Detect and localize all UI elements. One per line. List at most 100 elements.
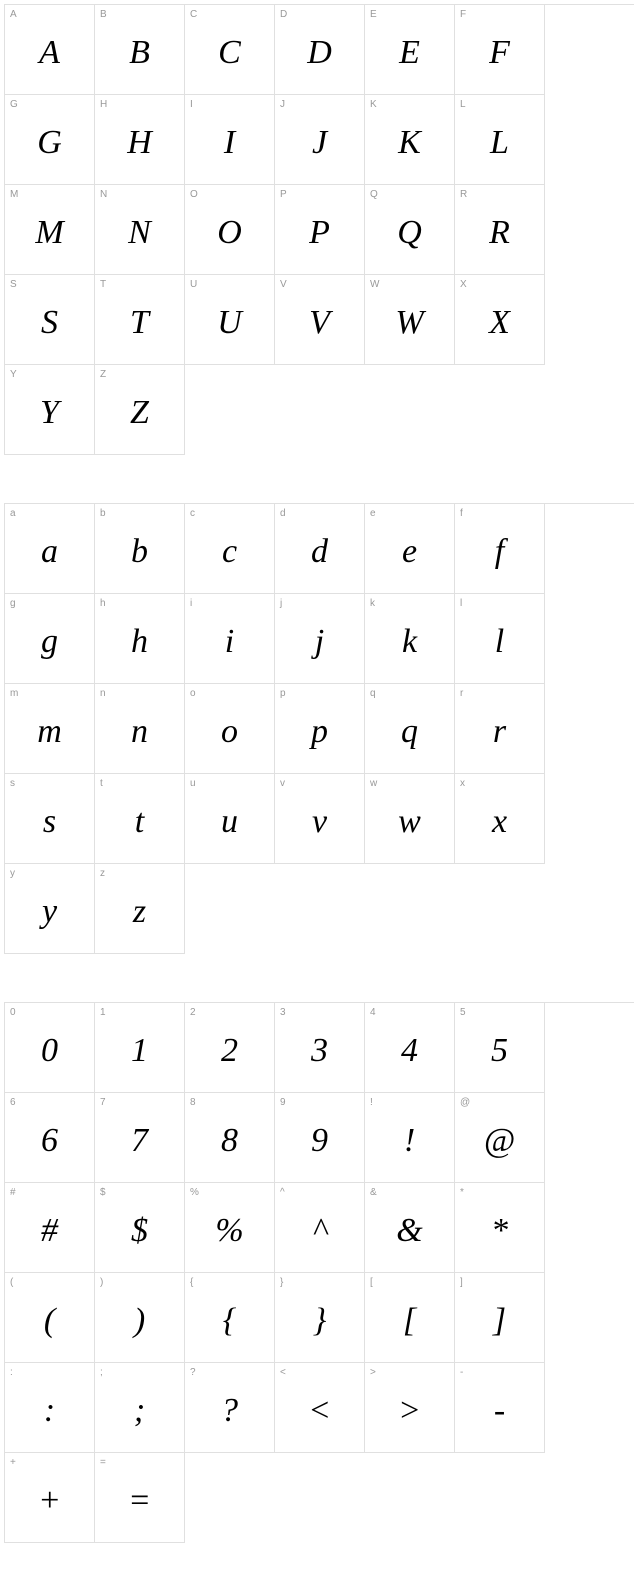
glyph-cell: AA <box>5 5 95 95</box>
glyph-grid: aabbccddeeffgghhiijjkkllmmnnooppqqrrsstt… <box>4 503 634 954</box>
glyph-grid: AABBCCDDEEFFGGHHIIJJKKLLMMNNOOPPQQRRSSTT… <box>4 4 634 455</box>
glyph-label: d <box>280 508 286 519</box>
glyph-label: j <box>280 598 282 609</box>
glyph-cell: 44 <box>365 1003 455 1093</box>
glyph-label: E <box>370 9 377 20</box>
glyph-character: 8 <box>221 1118 238 1158</box>
glyph-cell: zz <box>95 864 185 954</box>
glyph-cell: ]] <box>455 1273 545 1363</box>
glyph-character: L <box>490 120 509 160</box>
glyph-character: { <box>223 1298 237 1338</box>
glyph-character: - <box>494 1388 505 1428</box>
glyph-cell: 33 <box>275 1003 365 1093</box>
glyph-label: $ <box>100 1187 106 1198</box>
glyph-character: d <box>311 529 328 569</box>
glyph-label: P <box>280 189 287 200</box>
glyph-cell: UU <box>185 275 275 365</box>
glyph-cell: gg <box>5 594 95 684</box>
glyph-cell: ^^ <box>275 1183 365 1273</box>
glyph-label: k <box>370 598 375 609</box>
glyph-character: c <box>222 529 237 569</box>
glyph-label: o <box>190 688 196 699</box>
glyph-label: g <box>10 598 16 609</box>
glyph-character: e <box>402 529 417 569</box>
glyph-label: 0 <box>10 1007 16 1018</box>
glyph-label: i <box>190 598 192 609</box>
glyph-character: A <box>39 30 60 70</box>
glyph-character: 6 <box>41 1118 58 1158</box>
glyph-cell: VV <box>275 275 365 365</box>
glyph-label: 7 <box>100 1097 106 1108</box>
glyph-label: q <box>370 688 376 699</box>
glyph-character: I <box>224 120 235 160</box>
glyph-cell: BB <box>95 5 185 95</box>
glyph-cell: ff <box>455 504 545 594</box>
glyph-character: & <box>396 1208 422 1248</box>
glyph-cell: ;; <box>95 1363 185 1453</box>
glyph-label: y <box>10 868 15 879</box>
glyph-character: ) <box>134 1298 145 1338</box>
glyph-character: * <box>491 1208 508 1248</box>
glyph-label: # <box>10 1187 16 1198</box>
glyph-cell: OO <box>185 185 275 275</box>
glyph-character: m <box>37 709 62 749</box>
glyph-label: ^ <box>280 1187 285 1198</box>
glyph-character: u <box>221 799 238 839</box>
glyph-character: 0 <box>41 1028 58 1068</box>
glyph-label: ] <box>460 1277 463 1288</box>
glyph-cell: ii <box>185 594 275 684</box>
glyph-label: 6 <box>10 1097 16 1108</box>
glyph-character: E <box>399 30 420 70</box>
glyph-cell: )) <box>95 1273 185 1363</box>
glyph-cell: NN <box>95 185 185 275</box>
glyph-label: C <box>190 9 197 20</box>
glyph-character: ] <box>493 1298 506 1338</box>
glyph-label: w <box>370 778 377 789</box>
glyph-cell: mm <box>5 684 95 774</box>
section-numbers-symbols: 00112233445566778899!!@@##$$%%^^&&**(())… <box>4 1002 636 1543</box>
glyph-label: + <box>10 1457 16 1468</box>
glyph-character: [ <box>403 1298 416 1338</box>
glyph-label: l <box>460 598 462 609</box>
glyph-cell: LL <box>455 95 545 185</box>
glyph-label: Z <box>100 369 106 380</box>
glyph-character: V <box>309 300 330 340</box>
glyph-cell: %% <box>185 1183 275 1273</box>
glyph-character: k <box>402 619 417 659</box>
glyph-character: 7 <box>131 1118 148 1158</box>
glyph-character: W <box>395 300 423 340</box>
glyph-cell: YY <box>5 365 95 455</box>
glyph-character: 1 <box>131 1028 148 1068</box>
glyph-character: > <box>398 1388 421 1428</box>
glyph-character: f <box>495 529 504 569</box>
glyph-label: D <box>280 9 287 20</box>
glyph-cell: && <box>365 1183 455 1273</box>
glyph-cell: (( <box>5 1273 95 1363</box>
glyph-cell: EE <box>365 5 455 95</box>
glyph-cell: dd <box>275 504 365 594</box>
glyph-cell: xx <box>455 774 545 864</box>
glyph-character: < <box>308 1388 331 1428</box>
glyph-cell: 55 <box>455 1003 545 1093</box>
glyph-character: 4 <box>401 1028 418 1068</box>
glyph-cell: DD <box>275 5 365 95</box>
glyph-label: ( <box>10 1277 13 1288</box>
glyph-cell: cc <box>185 504 275 594</box>
glyph-cell: 77 <box>95 1093 185 1183</box>
glyph-character: # <box>41 1208 58 1248</box>
glyph-cell: 99 <box>275 1093 365 1183</box>
glyph-label: ! <box>370 1097 373 1108</box>
glyph-character: M <box>35 210 63 250</box>
glyph-character: D <box>307 30 332 70</box>
glyph-label: 1 <box>100 1007 106 1018</box>
glyph-label: p <box>280 688 286 699</box>
glyph-label: & <box>370 1187 377 1198</box>
glyph-character: ( <box>44 1298 55 1338</box>
glyph-character: i <box>225 619 234 659</box>
glyph-character: a <box>41 529 58 569</box>
glyph-character: J <box>312 120 327 160</box>
glyph-label: L <box>460 99 466 110</box>
glyph-character: O <box>217 210 242 250</box>
glyph-cell: oo <box>185 684 275 774</box>
glyph-character: C <box>218 30 241 70</box>
